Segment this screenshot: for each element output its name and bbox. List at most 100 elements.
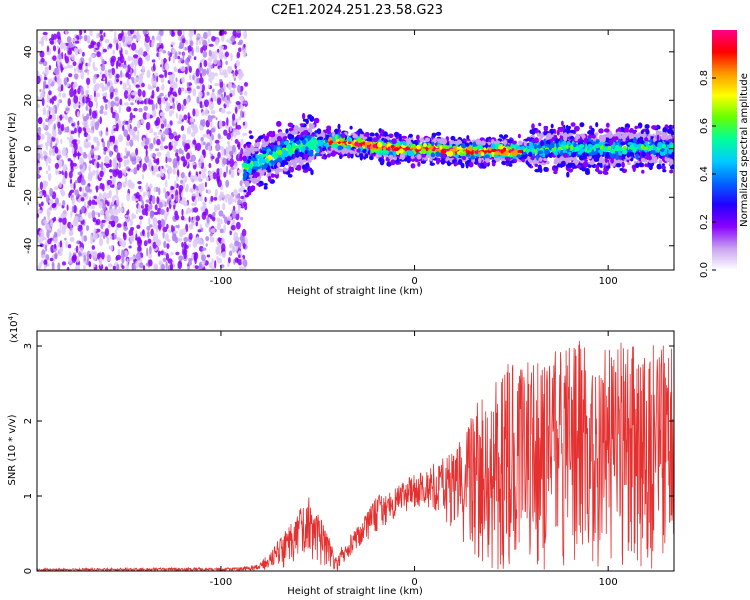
noise-speckle bbox=[85, 121, 89, 124]
noise-speckle bbox=[152, 110, 156, 118]
noise-speckle bbox=[236, 222, 241, 230]
noise-speckle bbox=[44, 181, 48, 187]
noise-speckle bbox=[146, 226, 150, 231]
noise-speckle bbox=[238, 254, 241, 258]
noise-speckle bbox=[100, 28, 103, 34]
noise-speckle bbox=[227, 82, 231, 91]
noise-speckle bbox=[57, 115, 59, 120]
noise-speckle bbox=[181, 156, 186, 161]
noise-speckle bbox=[233, 72, 235, 77]
noise-speckle bbox=[133, 108, 138, 112]
noise-speckle bbox=[77, 140, 80, 145]
noise-speckle bbox=[200, 120, 204, 126]
noise-speckle bbox=[220, 264, 225, 268]
noise-speckle bbox=[82, 52, 85, 57]
noise-speckle bbox=[230, 231, 232, 235]
noise-speckle bbox=[101, 252, 105, 259]
ridge-cell bbox=[249, 130, 252, 133]
noise-speckle bbox=[215, 157, 219, 164]
noise-speckle bbox=[138, 186, 141, 189]
noise-speckle bbox=[193, 184, 196, 190]
noise-speckle bbox=[214, 83, 219, 86]
noise-speckle bbox=[188, 258, 192, 261]
noise-speckle bbox=[225, 96, 227, 105]
noise-speckle bbox=[111, 56, 116, 63]
noise-speckle bbox=[130, 235, 134, 242]
noise-speckle bbox=[128, 108, 130, 111]
noise-speckle bbox=[178, 87, 181, 95]
noise-speckle bbox=[133, 115, 136, 118]
noise-speckle bbox=[69, 231, 73, 235]
noise-speckle bbox=[196, 37, 199, 40]
noise-speckle bbox=[149, 246, 152, 255]
noise-speckle bbox=[100, 183, 104, 190]
noise-speckle bbox=[202, 248, 207, 251]
noise-speckle bbox=[76, 241, 79, 245]
noise-speckle bbox=[114, 38, 119, 44]
noise-speckle bbox=[111, 107, 114, 114]
noise-speckle bbox=[64, 127, 69, 133]
noise-speckle bbox=[110, 92, 113, 99]
noise-speckle bbox=[163, 258, 167, 262]
noise-speckle bbox=[182, 38, 186, 43]
noise-speckle bbox=[53, 217, 56, 222]
noise-speckle bbox=[237, 200, 242, 205]
noise-speckle bbox=[187, 82, 189, 87]
noise-speckle bbox=[91, 145, 94, 150]
noise-speckle bbox=[109, 151, 112, 158]
noise-speckle bbox=[147, 70, 151, 78]
noise-speckle bbox=[143, 138, 146, 143]
noise-speckle bbox=[78, 127, 82, 134]
noise-speckle bbox=[142, 229, 145, 235]
noise-speckle bbox=[205, 208, 209, 215]
noise-speckle bbox=[117, 183, 122, 190]
noise-speckle bbox=[126, 159, 130, 165]
noise-speckle bbox=[218, 133, 221, 139]
noise-speckle bbox=[130, 219, 133, 226]
ridge-cell bbox=[293, 155, 296, 158]
noise-speckle bbox=[47, 45, 49, 52]
noise-speckle bbox=[115, 148, 118, 153]
noise-speckle bbox=[185, 90, 188, 94]
noise-speckle bbox=[194, 27, 196, 35]
noise-speckle bbox=[195, 202, 197, 206]
noise-speckle bbox=[139, 262, 144, 268]
noise-speckle bbox=[219, 79, 222, 82]
noise-speckle bbox=[98, 201, 102, 208]
noise-speckle bbox=[67, 36, 71, 43]
noise-speckle bbox=[108, 43, 112, 47]
ridge-cell bbox=[551, 124, 554, 129]
noise-speckle bbox=[210, 237, 215, 243]
noise-speckle bbox=[84, 202, 86, 208]
noise-speckle bbox=[198, 91, 202, 97]
noise-speckle bbox=[129, 246, 132, 249]
noise-speckle bbox=[220, 48, 223, 57]
noise-speckle bbox=[155, 103, 157, 109]
noise-speckle bbox=[130, 63, 134, 67]
noise-speckle bbox=[119, 42, 122, 50]
noise-speckle bbox=[135, 233, 137, 240]
ridge-cell bbox=[539, 133, 543, 139]
noise-speckle bbox=[71, 123, 74, 126]
noise-speckle bbox=[101, 161, 104, 170]
noise-speckle bbox=[92, 170, 95, 176]
noise-speckle bbox=[164, 128, 169, 135]
noise-speckle bbox=[137, 181, 141, 184]
noise-speckle bbox=[130, 169, 134, 172]
noise-speckle bbox=[97, 141, 100, 147]
noise-speckle bbox=[227, 133, 232, 140]
noise-speckle bbox=[106, 217, 110, 222]
noise-speckle bbox=[146, 191, 150, 195]
noise-speckle bbox=[68, 244, 71, 248]
noise-speckle bbox=[139, 216, 143, 220]
noise-speckle bbox=[219, 67, 221, 73]
noise-speckle bbox=[235, 60, 240, 67]
noise-speckle bbox=[127, 209, 129, 215]
ridge-cell bbox=[331, 150, 336, 156]
noise-speckle bbox=[79, 27, 82, 35]
noise-speckle bbox=[41, 134, 45, 140]
noise-speckle bbox=[153, 132, 157, 136]
noise-speckle bbox=[42, 97, 45, 106]
noise-speckle bbox=[165, 157, 167, 164]
noise-speckle bbox=[126, 142, 129, 147]
